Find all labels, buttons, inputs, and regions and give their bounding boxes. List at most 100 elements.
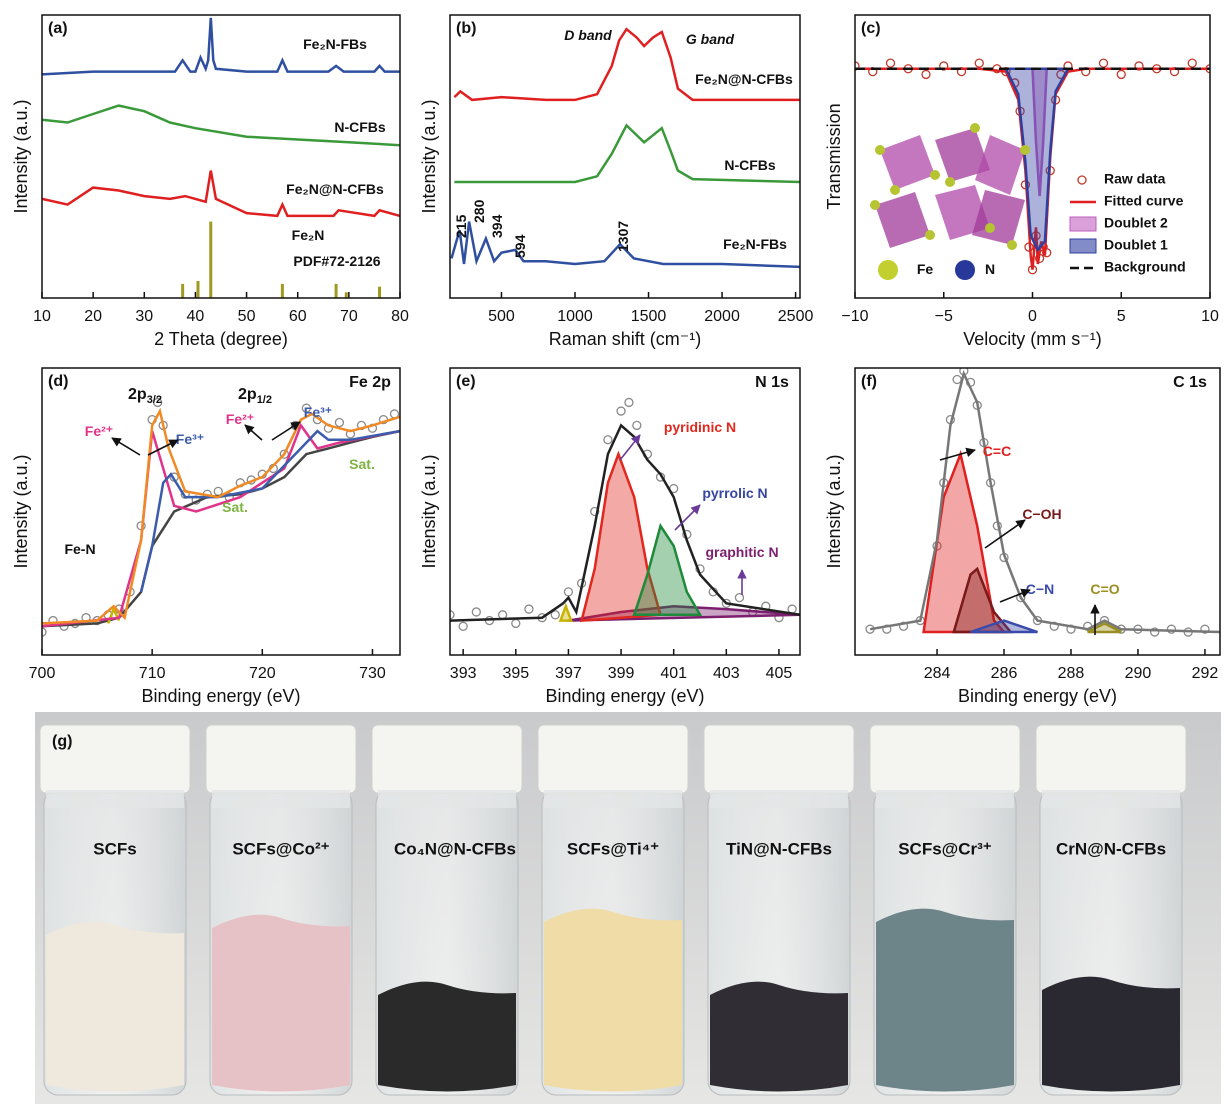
panel-label: (b) xyxy=(456,20,476,37)
vial-neck xyxy=(1042,790,1180,808)
panel-label: (a) xyxy=(48,20,68,37)
plot-area xyxy=(865,368,1220,637)
raw-point xyxy=(1116,69,1126,80)
legend-label: Background xyxy=(1104,259,1186,275)
panel-label: (f) xyxy=(861,373,877,390)
x-tick-label: 10 xyxy=(33,308,51,325)
x-tick-label: 397 xyxy=(555,665,582,682)
curve xyxy=(42,104,400,147)
arrow xyxy=(147,439,179,456)
x-tick-label: 290 xyxy=(1125,665,1152,682)
panel-label: (g) xyxy=(52,733,72,750)
raw-point xyxy=(334,417,345,428)
curve xyxy=(42,422,400,628)
raw-point xyxy=(1187,58,1197,68)
vial-neck xyxy=(46,790,184,808)
x-tick-label: −10 xyxy=(841,308,868,325)
x-tick-label: 1500 xyxy=(631,308,667,325)
annotation-text: 1307 xyxy=(615,221,631,252)
vial-neck xyxy=(876,790,1014,808)
legend-label: Doublet 1 xyxy=(1104,237,1168,253)
x-axis-label: Velocity (mm s⁻¹) xyxy=(963,329,1102,349)
arrow xyxy=(244,424,263,441)
annotation: C=C xyxy=(983,443,1011,459)
panel-label: (e) xyxy=(456,373,476,390)
annotation-text: Sat. xyxy=(349,456,375,472)
x-tick-label: 20 xyxy=(84,308,102,325)
curve xyxy=(453,27,800,102)
plot: 500 1000 1500 2000 2500 Raman shift (cm⁻¹) Int… xyxy=(419,14,813,349)
annotation: Fe-N xyxy=(64,541,95,557)
annotation: C 1s xyxy=(1173,374,1207,391)
annotation-text: N-CFBs xyxy=(334,119,386,135)
powder xyxy=(378,981,516,1092)
x-tick-label: 500 xyxy=(488,308,515,325)
annotation: 215 xyxy=(453,214,469,238)
raw-point xyxy=(279,449,289,459)
x-tick-label: 403 xyxy=(713,665,740,682)
raw-point xyxy=(450,610,455,620)
x-tick-label: 720 xyxy=(249,665,276,682)
y-axis-label: Transmission xyxy=(824,103,844,209)
annotation-text: Fe 2p xyxy=(349,374,391,391)
powder xyxy=(46,921,184,1092)
frame xyxy=(41,14,401,299)
vial-label: TiN@N-CFBs xyxy=(726,839,832,858)
annotation-text: 594 xyxy=(512,234,528,258)
raw-point xyxy=(458,621,468,631)
x-tick-label: 0 xyxy=(1028,308,1037,325)
x-tick-label: 80 xyxy=(391,308,409,325)
arrow xyxy=(111,437,141,456)
x-tick-label: 10 xyxy=(1201,308,1219,325)
legend-symbol xyxy=(1069,238,1097,254)
annotation: N 1s xyxy=(755,374,789,391)
annotation: Fe 2p xyxy=(349,374,391,391)
frame xyxy=(41,367,401,656)
arrow xyxy=(939,447,976,461)
raw-point xyxy=(855,61,860,71)
plot: −10 −5 0 5 10 Velocity (mm s⁻¹) Transmission (c… xyxy=(824,14,1219,349)
annotation: D band xyxy=(564,27,612,43)
annotation-text: C=O xyxy=(1090,581,1119,597)
raw-point xyxy=(974,58,984,68)
vial-cap xyxy=(371,724,523,794)
frame xyxy=(449,367,801,656)
frame xyxy=(854,367,1221,656)
vial-label: SCFs@Cr³⁺ xyxy=(898,839,992,858)
annotation: pyrrolic N xyxy=(702,485,767,501)
panel-label: (d) xyxy=(48,373,68,390)
legend-label: Raw data xyxy=(1104,171,1166,187)
raw-point xyxy=(1166,624,1177,634)
y-axis-label: Intensity (a.u.) xyxy=(824,454,844,568)
x-tick-label: 292 xyxy=(1192,665,1219,682)
plot: 10 20 30 40 50 60 70 80 2 Theta (degree) Intensit… xyxy=(11,14,409,349)
curve xyxy=(139,429,400,593)
annotation-text: 215 xyxy=(453,214,469,238)
raw-point xyxy=(1150,627,1160,637)
raw-point xyxy=(301,403,312,413)
arrow xyxy=(271,421,301,441)
annotation-text: N 1s xyxy=(755,374,789,391)
curve xyxy=(42,407,400,625)
raw-point xyxy=(550,610,560,620)
annotation-text: N-CFBs xyxy=(724,157,776,173)
component xyxy=(632,522,703,617)
x-tick-label: 2000 xyxy=(704,308,740,325)
annotation-text: Sat. xyxy=(222,499,248,515)
vial-cap xyxy=(205,724,357,794)
annotation-text: pyridinic N xyxy=(664,419,736,435)
annotation-text: C=C xyxy=(983,443,1011,459)
x-axis-label: Binding energy (eV) xyxy=(545,686,704,706)
annotation: C−OH xyxy=(1022,506,1061,522)
annotation: 2p3/2 xyxy=(128,386,162,406)
x-tick-label: 700 xyxy=(29,665,56,682)
annotation: 280 xyxy=(471,199,487,223)
plot: 284 286 288 290 292 Binding energy (eV) Intens… xyxy=(824,367,1221,706)
annotation-text: Fe₂N xyxy=(292,227,325,243)
annotation-text: C−OH xyxy=(1022,506,1061,522)
annotation: Fe₂N@N-CFBs xyxy=(286,181,384,197)
raw-point xyxy=(952,374,962,385)
plot: 700 710 720 730 Binding energy (eV) Intensity… xyxy=(11,367,401,706)
